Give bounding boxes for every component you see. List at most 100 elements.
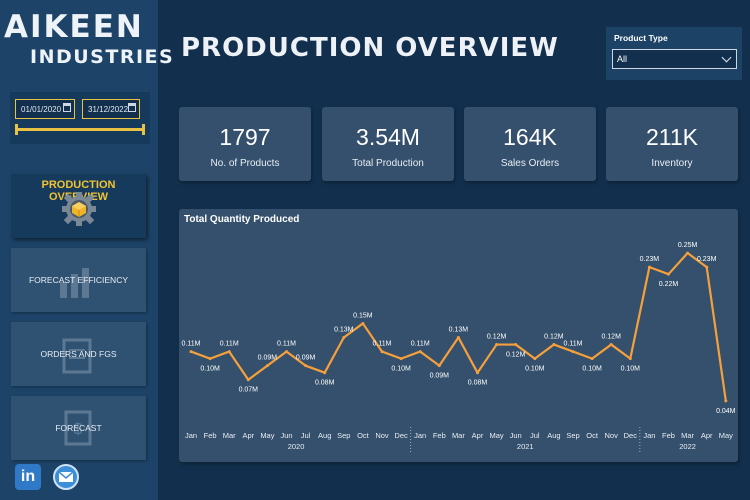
nav-label: FORECAST EFFICIENCY xyxy=(28,275,129,285)
x-tick-label: Jul xyxy=(301,431,311,440)
x-tick-label: Nov xyxy=(605,431,619,440)
x-tick-label: Sep xyxy=(566,431,579,440)
kpi-label: No. of Products xyxy=(210,158,280,169)
end-date-value: 31/12/2022 xyxy=(88,104,129,114)
data-label: 0.11M xyxy=(182,341,201,348)
calendar-icon[interactable] xyxy=(128,103,136,112)
data-label: 0.09M xyxy=(430,373,450,380)
data-point xyxy=(265,364,269,368)
data-point xyxy=(437,364,441,368)
x-tick-label: May xyxy=(260,431,274,440)
data-label: 0.09M xyxy=(296,355,316,362)
data-point xyxy=(667,272,670,276)
kpi-label: Total Production xyxy=(352,158,424,169)
data-point xyxy=(323,371,327,375)
data-point xyxy=(285,350,288,354)
data-label: 0.09M xyxy=(258,355,278,362)
x-tick-label: Sep xyxy=(337,431,350,440)
data-point xyxy=(342,336,346,340)
data-label: 0.12M xyxy=(506,352,526,359)
kpi-value: 3.54M xyxy=(356,124,420,150)
data-point xyxy=(476,371,479,375)
data-label: 0.23M xyxy=(640,256,660,263)
end-date-input[interactable]: 31/12/2022 xyxy=(82,99,140,119)
brand-subtitle: INDUSTRIES xyxy=(30,46,175,68)
nav-forecast[interactable]: $ FORECAST xyxy=(11,396,146,460)
kpi-card-sales-orders: 164K Sales Orders xyxy=(464,107,596,181)
data-label: 0.13M xyxy=(334,327,354,334)
data-point xyxy=(609,343,613,347)
data-point xyxy=(189,350,193,354)
x-tick-label: Mar xyxy=(452,431,465,440)
linkedin-icon[interactable]: in xyxy=(15,464,41,490)
x-tick-label: Mar xyxy=(223,431,236,440)
data-label: 0.10M xyxy=(391,366,411,373)
x-tick-label: Feb xyxy=(662,431,675,440)
data-label: 0.25M xyxy=(678,242,698,249)
x-tick-label: Jan xyxy=(414,431,426,440)
kpi-card-products: 1797 No. of Products xyxy=(179,107,311,181)
data-point xyxy=(647,265,651,269)
x-tick-label: Apr xyxy=(472,431,484,440)
data-label: 0.15M xyxy=(353,312,373,319)
orders-clipboard-icon xyxy=(62,338,92,374)
x-tick-label: Dec xyxy=(394,431,408,440)
x-year-label: 2022 xyxy=(679,442,696,451)
data-point xyxy=(399,357,403,361)
data-point xyxy=(246,378,250,382)
kpi-card-inventory: 211K Inventory xyxy=(606,107,738,181)
data-point xyxy=(227,350,231,354)
nav-label: FORECAST xyxy=(55,423,102,433)
data-label: 0.11M xyxy=(411,341,430,348)
data-label: 0.10M xyxy=(525,366,545,373)
x-tick-label: Aug xyxy=(318,431,331,440)
x-tick-label: Feb xyxy=(433,431,446,440)
nav-production-overview[interactable]: PRODUCTION OVERVIEW xyxy=(11,174,146,238)
kpi-label: Sales Orders xyxy=(500,158,560,169)
data-point xyxy=(514,343,518,347)
x-tick-label: May xyxy=(719,431,733,440)
data-label: 0.13M xyxy=(449,327,469,334)
data-point xyxy=(628,357,632,361)
date-range-slicer: 01/01/2020 31/12/2022 xyxy=(10,92,150,144)
nav-forecast-efficiency[interactable]: FORECAST EFFICIENCY xyxy=(11,248,146,312)
brand-name: AIKEEN xyxy=(4,9,144,45)
data-point xyxy=(686,251,690,255)
nav-orders-and-fgs[interactable]: ORDERS AND FGS xyxy=(11,322,146,386)
kpi-value: 211K xyxy=(645,124,698,150)
start-date-input[interactable]: 01/01/2020 xyxy=(15,99,75,119)
slider-start-handle[interactable] xyxy=(15,124,18,135)
x-tick-label: Jun xyxy=(510,431,522,440)
data-point xyxy=(304,364,308,368)
data-label: 0.12M xyxy=(544,334,564,341)
data-point xyxy=(571,350,575,354)
x-tick-label: Oct xyxy=(586,431,599,440)
data-label: 0.08M xyxy=(315,380,335,387)
slider-end-handle[interactable] xyxy=(142,124,145,135)
x-tick-label: Dec xyxy=(624,431,638,440)
product-type-select[interactable]: All xyxy=(612,49,737,69)
x-year-label: 2020 xyxy=(288,442,305,451)
product-type-filter: Product Type All xyxy=(606,27,742,80)
x-tick-label: Jan xyxy=(185,431,197,440)
data-label: 0.04M xyxy=(716,408,736,415)
data-point xyxy=(724,399,728,403)
filter-label: Product Type xyxy=(614,33,668,43)
kpi-card-total-production: 3.54M Total Production xyxy=(322,107,454,181)
mail-icon[interactable] xyxy=(53,464,79,490)
x-tick-label: Oct xyxy=(357,431,370,440)
x-tick-label: Apr xyxy=(701,431,713,440)
kpi-label: Inventory xyxy=(651,158,693,169)
data-label: 0.08M xyxy=(468,380,488,387)
data-label: 0.12M xyxy=(601,334,621,341)
data-point xyxy=(380,350,384,354)
calendar-icon[interactable] xyxy=(63,103,71,112)
data-label: 0.11M xyxy=(220,341,239,348)
data-label: 0.10M xyxy=(621,366,641,373)
data-label: 0.07M xyxy=(239,387,259,394)
filter-value: All xyxy=(617,54,628,64)
x-tick-label: Apr xyxy=(242,431,254,440)
date-range-slider[interactable] xyxy=(15,124,145,135)
line-chart-svg: 2020 2021 2022 Jan Feb Mar Apr May Jun Jul Aug Sep O… xyxy=(182,242,736,454)
chevron-down-icon[interactable] xyxy=(721,52,732,63)
